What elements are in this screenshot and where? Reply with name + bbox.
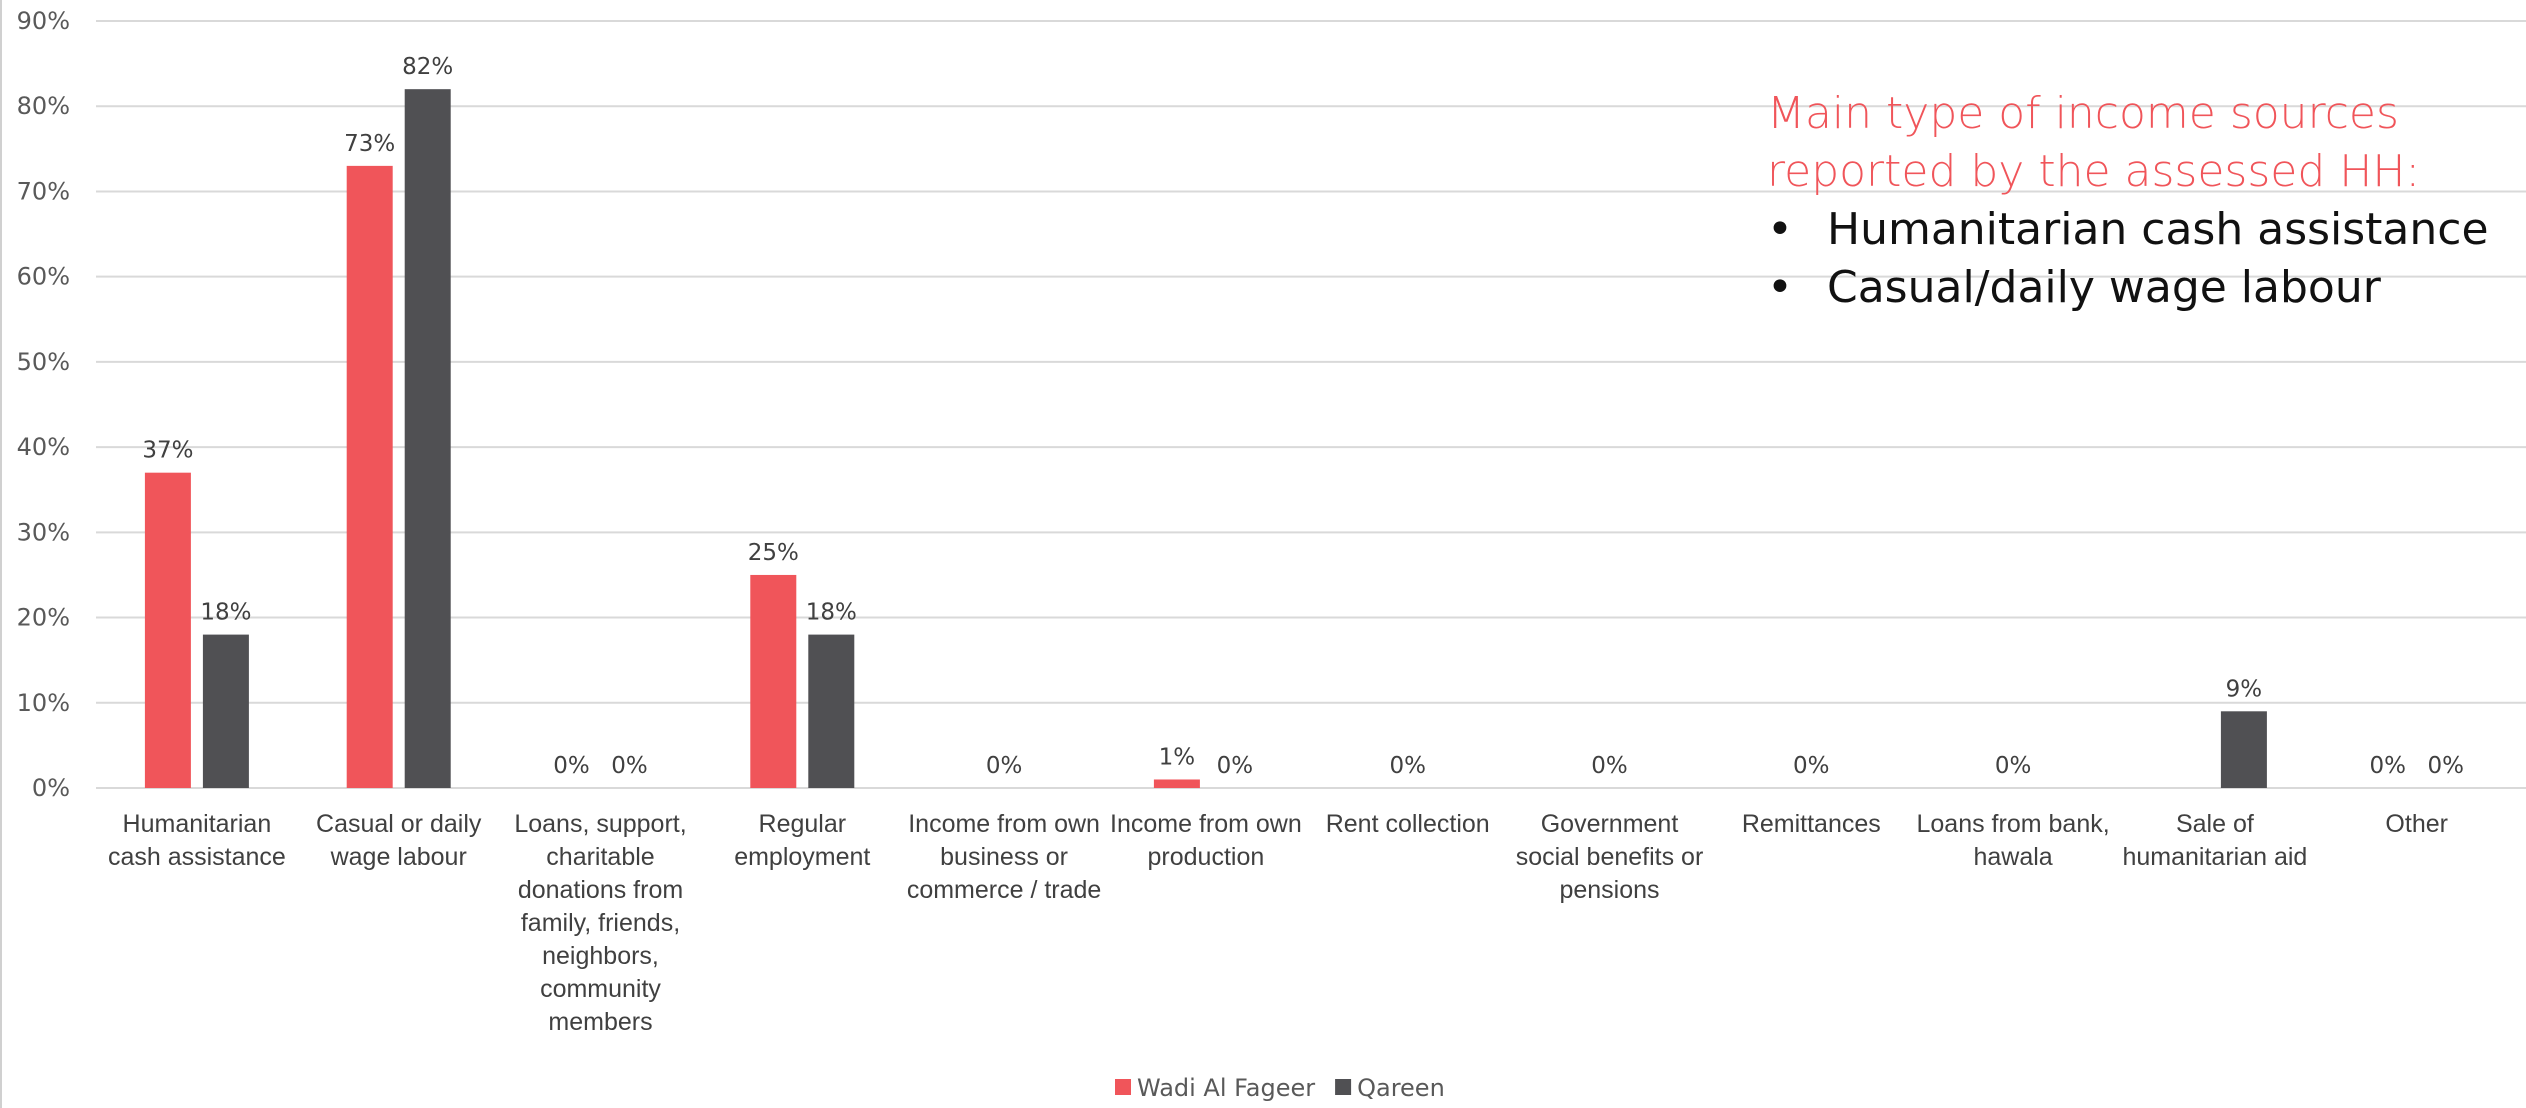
legend-label: Wadi Al Fageer (1137, 1074, 1315, 1102)
data-label: 18% (200, 600, 251, 626)
y-tick-label: 50% (17, 348, 70, 376)
bullet-icon: • (1767, 262, 1793, 313)
data-label: 1% (1159, 744, 1196, 770)
legend-swatch (1335, 1079, 1352, 1095)
y-tick-label: 70% (17, 177, 70, 205)
x-category-label: Other (2385, 810, 2448, 838)
bar (750, 574, 797, 788)
data-label: 0% (1995, 753, 2032, 779)
x-category-label: Regular employment (734, 810, 870, 871)
bullet-icon: • (1767, 204, 1793, 255)
data-label: 0% (553, 753, 590, 779)
data-label: 9% (2226, 676, 2263, 702)
data-label: 18% (806, 600, 857, 626)
gridlines (96, 20, 2526, 789)
data-label: 0% (1389, 753, 1426, 779)
x-category-label: Loans from bank, hawala (1917, 810, 2110, 871)
data-label: 37% (142, 438, 193, 464)
data-label: 0% (986, 753, 1023, 779)
bar (404, 89, 451, 788)
bar (808, 634, 855, 788)
y-tick-label: 40% (17, 433, 70, 461)
x-category-label: Humanitarian cash assistance (108, 810, 286, 871)
annotation-bullet-item: • Casual/daily wage labour (1767, 259, 2507, 317)
data-label: 25% (748, 540, 799, 566)
x-category-label: Casual or daily wage labour (316, 810, 482, 871)
data-label: 0% (1591, 753, 1628, 779)
y-tick-label: 10% (17, 689, 70, 717)
legend: Wadi Al Fageer Qareen (1115, 1074, 1445, 1102)
data-label: 73% (344, 131, 395, 157)
data-label: 0% (2369, 753, 2406, 779)
data-label: 0% (1217, 753, 1254, 779)
x-category-label: Remittances (1742, 810, 1881, 838)
x-category-label: Sale of humanitarian aid (2122, 810, 2307, 871)
data-label: 82% (402, 54, 453, 80)
legend-label: Qareen (1357, 1074, 1445, 1102)
legend-item: Qareen (1335, 1074, 1445, 1102)
bar (346, 165, 393, 788)
bar (1153, 779, 1200, 788)
annotation-heading-line-1: Main type of income sources (1767, 88, 2399, 139)
annotation-bullet-list: • Humanitarian cash assistance • Casual/da… (1767, 201, 2507, 317)
bars (144, 89, 2267, 788)
annotation-bullet-text: Casual/daily wage labour (1827, 262, 2381, 313)
y-tick-label: 60% (17, 263, 70, 291)
annotation-bullet-item: • Humanitarian cash assistance (1767, 201, 2507, 259)
y-tick-label: 0% (32, 774, 70, 802)
annotation-heading-line-2: reported by the assessed HH: (1767, 146, 2421, 197)
data-label: 0% (2427, 753, 2464, 779)
data-label: 0% (1793, 753, 1830, 779)
y-axis-tick-labels: 0% 10% 20% 30% 40% 50% 60% 70% 80% 90% (17, 7, 70, 802)
x-category-label: Income from own production (1110, 810, 1302, 871)
y-tick-label: 30% (17, 518, 70, 546)
y-tick-label: 20% (17, 604, 70, 632)
legend-swatch (1115, 1079, 1131, 1095)
bar (2220, 711, 2267, 788)
legend-item: Wadi Al Fageer (1115, 1074, 1315, 1102)
x-axis-category-labels: Humanitarian cash assistance Casual or dai… (108, 810, 2448, 1036)
bar (144, 472, 191, 788)
bar (202, 634, 249, 788)
y-tick-label: 80% (17, 92, 70, 120)
data-label: 0% (611, 753, 648, 779)
x-category-label: Income from own business or commerce / tra… (907, 810, 1102, 904)
annotation-bullet-text: Humanitarian cash assistance (1827, 204, 2489, 255)
x-category-label: Rent collection (1326, 810, 1490, 838)
data-labels: 37% 18% 73% 82% 0% 0% 25% 18% 0% 1% 0% 0% 0% 0% 0% 9% 0%… (142, 54, 2464, 779)
x-category-label: Government social benefits or pensions (1516, 810, 1704, 904)
x-category-label: Loans, support, charitable donations from f… (514, 810, 686, 1036)
annotation-box: Main type of income sources reported by … (1767, 85, 2507, 317)
y-tick-label: 90% (17, 7, 70, 35)
